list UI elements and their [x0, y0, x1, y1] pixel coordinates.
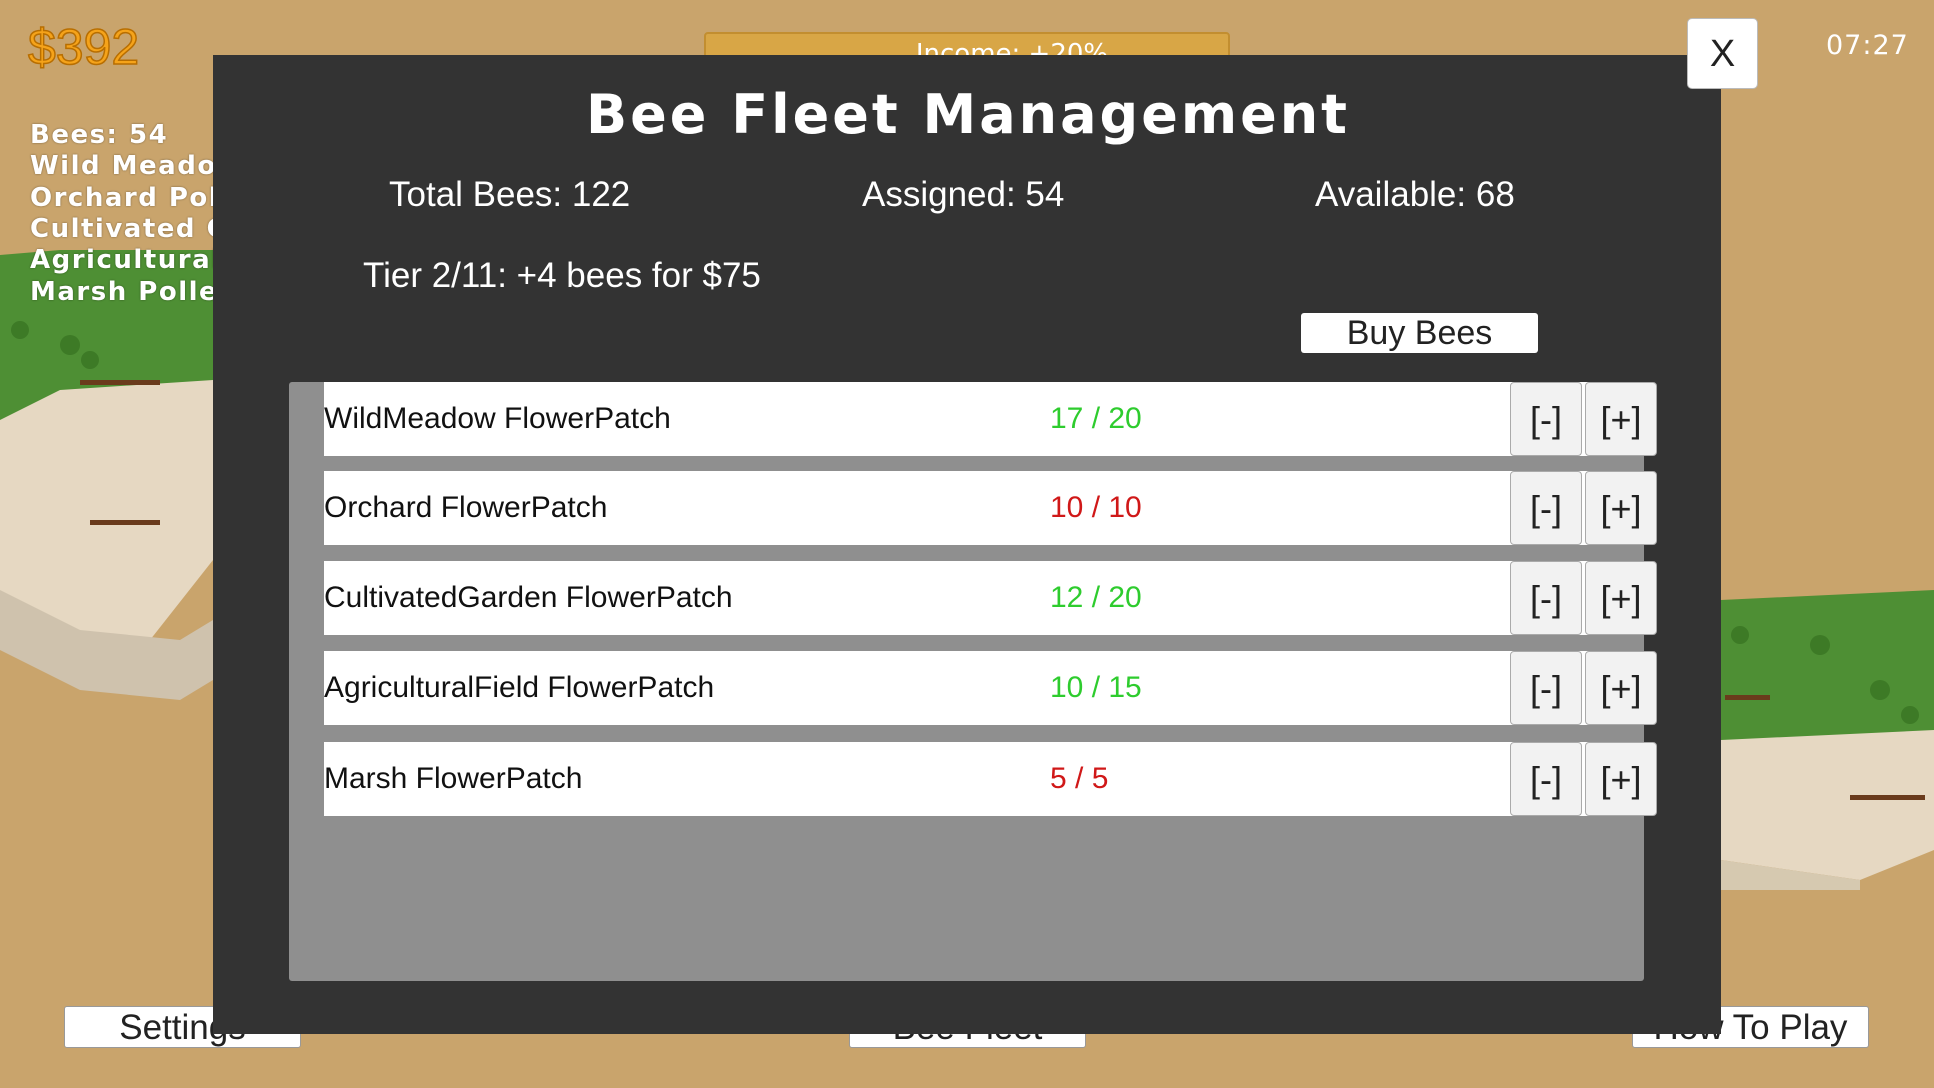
remove-bee-button[interactable]: [-]: [1510, 742, 1582, 816]
modal-title: Bee Fleet Management: [586, 83, 1350, 146]
assigned-bees: Assigned: 54: [862, 175, 1065, 214]
available-bees: Available: 68: [1315, 175, 1515, 214]
total-bees: Total Bees: 122: [389, 175, 631, 214]
remove-bee-button[interactable]: [-]: [1510, 471, 1582, 545]
remove-bee-button[interactable]: [-]: [1510, 651, 1582, 725]
patch-row: Orchard FlowerPatch 10 / 10 [-] [+]: [324, 471, 1657, 545]
add-bee-button[interactable]: [+]: [1585, 742, 1657, 816]
patch-row: AgriculturalField FlowerPatch 10 / 15 [-][…: [324, 651, 1657, 725]
stat-line: Cultivated Ga: [30, 214, 249, 244]
add-bee-button[interactable]: [+]: [1585, 561, 1657, 635]
patch-name: WildMeadow FlowerPatch: [324, 402, 671, 435]
patch-row: WildMeadow FlowerPatch 17 / 20 [-] [+]: [324, 382, 1657, 456]
tier-info: Tier 2/11: +4 bees for $75: [363, 256, 761, 295]
close-button[interactable]: X: [1687, 18, 1758, 89]
buy-button[interactable]: Buy Bees: [1301, 313, 1538, 353]
patch-list: WildMeadow FlowerPatch 17 / 20 [-] [+] Orcha…: [289, 382, 1657, 981]
patch-name: AgriculturalField FlowerPatch: [324, 671, 715, 704]
patch-row: Marsh FlowerPatch 5 / 5 [-] [+]: [324, 742, 1657, 816]
remove-bee-button[interactable]: [-]: [1510, 561, 1582, 635]
stat-line: Orchard Polle: [30, 183, 249, 213]
add-bee-button[interactable]: [+]: [1585, 651, 1657, 725]
patch-count: 10 / 10: [1050, 491, 1142, 524]
patch-count: 17 / 20: [1050, 402, 1142, 435]
patch-count: 5 / 5: [1050, 762, 1109, 795]
stat-line: Marsh Pollen: [30, 277, 239, 307]
patch-name: CultivatedGarden FlowerPatch: [324, 581, 733, 614]
patch-count: 12 / 20: [1050, 581, 1142, 614]
add-bee-button[interactable]: [+]: [1585, 471, 1657, 545]
stat-line: Bees: 54: [30, 120, 169, 150]
patch-name: Marsh FlowerPatch: [324, 762, 583, 795]
patch-count: 10 / 15: [1050, 671, 1142, 704]
money: $392: [27, 18, 140, 76]
fleet-modal: Bee Fleet Management Total Bees: 122 Ass…: [213, 55, 1721, 1034]
patch-name: Orchard FlowerPatch: [324, 491, 608, 524]
clock: 07:27: [1826, 30, 1909, 61]
remove-bee-button[interactable]: [-]: [1510, 382, 1582, 456]
add-bee-button[interactable]: [+]: [1585, 382, 1657, 456]
stat-line: Wild Meadow: [30, 151, 243, 181]
patch-row: CultivatedGarden FlowerPatch 12 / 20 [-] [+…: [324, 561, 1657, 635]
